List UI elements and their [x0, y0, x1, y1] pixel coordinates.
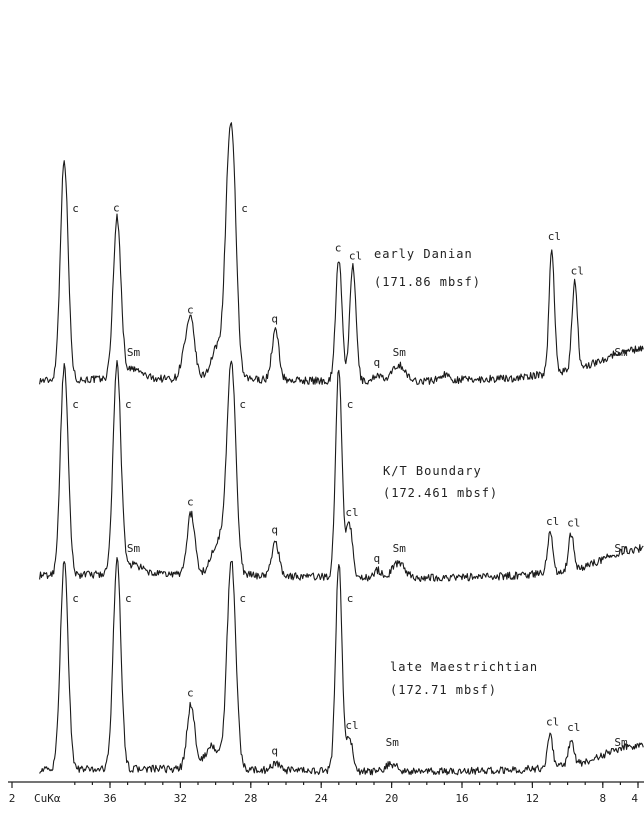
- x-tick-label: 36: [103, 792, 116, 805]
- trace-1: [39, 122, 644, 385]
- peak-label: Sm: [614, 736, 628, 749]
- sample-name: late Maestrichtian: [390, 660, 538, 674]
- peak-label: c: [241, 202, 248, 215]
- peak-label: c: [125, 398, 132, 411]
- peak-label: c: [347, 592, 354, 605]
- radiation-label: CuKα: [34, 792, 61, 805]
- peak-label: cl: [345, 719, 358, 732]
- peak-label: q: [374, 356, 381, 369]
- peak-label: cl: [345, 506, 358, 519]
- peak-label: c: [239, 592, 246, 605]
- x-tick-label: 20: [385, 792, 398, 805]
- sample-label-layer: early Danian (171.86 mbsf) K/T Boundary (17…: [374, 247, 538, 697]
- peak-label: q: [271, 524, 278, 537]
- peak-label: c: [72, 592, 79, 605]
- peak-label: c: [347, 398, 354, 411]
- x-tick-label: 24: [315, 792, 329, 805]
- peak-label: c: [187, 303, 194, 316]
- peak-label: Sm: [393, 346, 407, 359]
- peak-label: q: [374, 552, 381, 565]
- sample-name: early Danian: [374, 247, 473, 261]
- x-tick-label: 12: [526, 792, 539, 805]
- peak-label: Sm: [386, 736, 400, 749]
- peak-label: c: [187, 686, 194, 699]
- sample-depth: (172.461 mbsf): [383, 486, 498, 500]
- peak-label: cl: [548, 230, 561, 243]
- peak-label: Sm: [614, 542, 628, 555]
- peak-label: cl: [567, 721, 580, 734]
- peak-label: cl: [567, 516, 580, 529]
- peak-label: c: [335, 241, 342, 254]
- peak-label: c: [239, 398, 246, 411]
- peak-label: cl: [571, 265, 584, 278]
- peak-label: c: [72, 398, 79, 411]
- x-tick-label: 16: [455, 792, 468, 805]
- peak-label: c: [72, 202, 79, 215]
- peak-label: Sm: [393, 542, 407, 555]
- sample-name: K/T Boundary: [383, 464, 482, 478]
- x-tick-label: 4: [631, 792, 638, 805]
- trace-layer: [39, 122, 644, 776]
- peak-label: q: [271, 312, 278, 325]
- sample-depth: (172.71 mbsf): [390, 683, 497, 697]
- trace-3: [39, 557, 644, 776]
- sample-depth: (171.86 mbsf): [374, 275, 481, 289]
- peak-label: Sm: [127, 346, 141, 359]
- x-axis: 2 36 32 28 24 20 16 12 8 4 CuKα: [8, 781, 644, 805]
- trace-2: [39, 359, 644, 582]
- peak-label: Sm: [127, 542, 141, 555]
- peak-label: cl: [546, 715, 559, 728]
- x-tick-layer: 2 36 32 28 24 20 16 12 8 4: [9, 782, 639, 805]
- peak-label: cl: [546, 515, 559, 528]
- peak-label: c: [125, 592, 132, 605]
- x-tick-label: 28: [244, 792, 257, 805]
- peak-label: Sm: [614, 346, 628, 359]
- peak-label: q: [271, 745, 278, 758]
- x-tick-label: 2: [9, 792, 16, 805]
- peak-label: cl: [349, 249, 362, 262]
- x-tick-label: 8: [599, 792, 606, 805]
- x-tick-label: 32: [174, 792, 187, 805]
- peak-label: c: [113, 201, 120, 214]
- peak-label: c: [187, 495, 194, 508]
